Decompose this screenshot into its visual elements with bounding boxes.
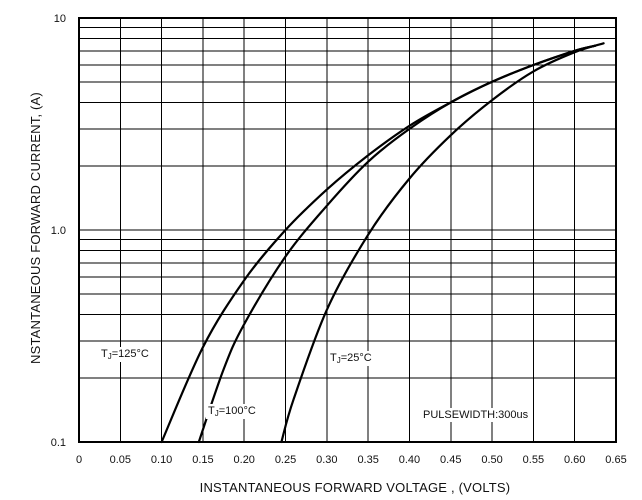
x-tick-label: 0.25	[275, 454, 296, 466]
annotation: TJ=25°C	[328, 351, 374, 366]
x-axis-title: INSTANTANEOUS FORWARD VOLTAGE , (VOLTS)	[200, 480, 511, 495]
series-line-tj-125	[160, 44, 597, 444]
annotation: TJ=125°C	[99, 347, 151, 362]
annotation-background	[421, 408, 531, 422]
y-tick-label: 1.0	[51, 225, 66, 237]
series-line-tj-25	[280, 42, 605, 444]
annotation-text: TJ=25°C	[330, 352, 372, 365]
y-tick-label: 10	[54, 13, 66, 25]
x-tick-label: 0.40	[399, 454, 420, 466]
x-tick-label: 0.65	[605, 454, 626, 466]
annotations: TJ=125°C TJ=100°C TJ=25°C PULSEWIDTH:300us	[99, 347, 531, 422]
x-tick-label: 0.45	[440, 454, 461, 466]
annotation-text: TJ=125°C	[101, 348, 149, 361]
y-tick-label: 0.1	[51, 437, 66, 449]
x-tick-label: 0.30	[316, 454, 337, 466]
plot-frame	[78, 17, 617, 443]
x-tick-label: 0.50	[481, 454, 502, 466]
series-line-tj-100	[197, 44, 597, 444]
x-tick-label: 0	[76, 454, 82, 466]
annotation-background	[99, 347, 151, 362]
annotation-text: TJ=100°C	[208, 405, 256, 418]
annotation-background	[328, 351, 374, 366]
x-tick-label: 0.15	[192, 454, 213, 466]
x-tick-label: 0.60	[564, 454, 585, 466]
x-tick-label: 0.05	[110, 454, 131, 466]
y-axis-title: NSTANTANEOUS FORWARD CURRENT, (A)	[28, 92, 43, 364]
x-tick-label: 0.35	[357, 454, 378, 466]
annotation-background	[206, 404, 258, 419]
x-tick-label: 0.10	[151, 454, 172, 466]
annotation: PULSEWIDTH:300us	[421, 408, 531, 422]
annotation: TJ=100°C	[206, 404, 258, 419]
annotation-text: PULSEWIDTH:300us	[423, 409, 529, 421]
curves	[160, 42, 605, 444]
x-tick-label: 0.55	[523, 454, 544, 466]
x-tick-label: 0.20	[234, 454, 255, 466]
tick-labels: 0 0.05 0.10 0.15 0.20 0.25 0.30 0.35 0.40 0.45 0.5…	[51, 13, 627, 466]
grid-lines	[79, 18, 616, 442]
